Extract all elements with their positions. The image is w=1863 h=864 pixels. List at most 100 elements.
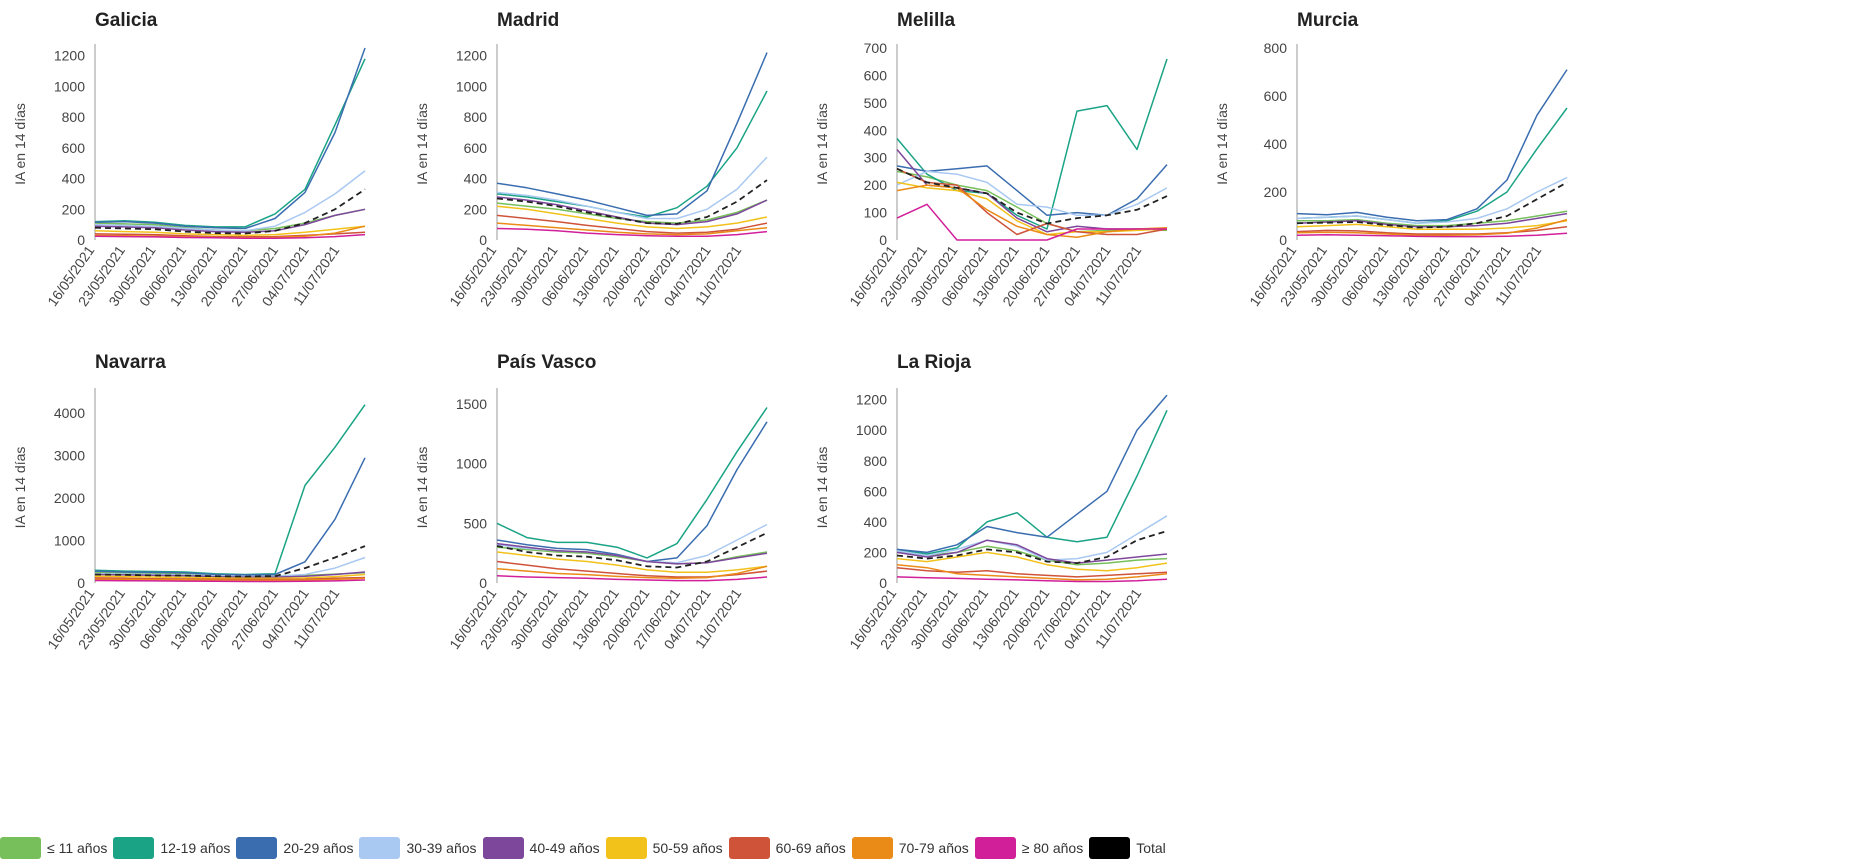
y-tick-label: 0 bbox=[479, 575, 487, 591]
series-line bbox=[496, 565, 768, 579]
legend-label: ≥ 80 años bbox=[1021, 840, 1084, 856]
y-tick-label: 1000 bbox=[456, 78, 487, 94]
series-line bbox=[496, 227, 768, 237]
y-axis-label: IA en 14 días bbox=[814, 447, 830, 529]
y-tick-label: 500 bbox=[864, 95, 888, 111]
y-tick-label: 300 bbox=[864, 150, 888, 166]
legend-item: 20-29 años bbox=[236, 837, 353, 859]
series-line bbox=[94, 404, 366, 576]
legend-swatch bbox=[605, 837, 647, 859]
series-line bbox=[94, 457, 366, 576]
series-line bbox=[94, 208, 366, 234]
chart-panel: Melilla 0 100 200 300 400 500 600 700 IA en 14 dí… bbox=[814, 10, 1168, 309]
y-tick-label: 600 bbox=[464, 140, 488, 156]
legend-label: ≤ 11 años bbox=[47, 840, 108, 856]
legend-swatch bbox=[0, 837, 41, 859]
y-tick-label: 400 bbox=[62, 171, 86, 187]
legend-item: 50-59 años bbox=[605, 837, 723, 859]
series-line bbox=[896, 530, 1168, 564]
legend: ≤ 11 años 12-19 años 20-29 años 30-39 años 4… bbox=[0, 836, 1863, 860]
series-line bbox=[896, 58, 1168, 230]
series-line bbox=[496, 407, 768, 559]
legend-label: 40-49 años bbox=[529, 840, 600, 856]
series-line bbox=[496, 196, 768, 226]
y-tick-label: 1500 bbox=[456, 396, 487, 412]
series-line bbox=[896, 551, 1168, 572]
series-line bbox=[1297, 210, 1568, 227]
y-tick-label: 600 bbox=[864, 67, 888, 83]
y-tick-label: 700 bbox=[864, 40, 888, 56]
y-tick-label: 400 bbox=[864, 514, 888, 530]
series-line bbox=[496, 542, 768, 565]
legend-swatch bbox=[851, 837, 893, 859]
y-tick-label: 400 bbox=[1264, 136, 1288, 152]
y-tick-label: 1200 bbox=[54, 48, 85, 64]
series-line bbox=[896, 170, 1168, 217]
y-tick-label: 4000 bbox=[54, 405, 85, 421]
series-line bbox=[896, 184, 1168, 239]
series-line bbox=[896, 515, 1168, 561]
series-line bbox=[94, 576, 366, 581]
chart-panel: Madrid 0 200 400 600 800 1000 1200 IA en 14 días… bbox=[414, 10, 768, 309]
y-tick-label: 800 bbox=[1264, 40, 1288, 56]
series-line bbox=[896, 167, 1168, 225]
y-tick-label: 100 bbox=[864, 205, 888, 221]
series-line bbox=[496, 156, 768, 220]
legend-item: 60-69 años bbox=[728, 837, 846, 859]
y-tick-label: 400 bbox=[464, 171, 488, 187]
y-tick-label: 200 bbox=[864, 544, 888, 560]
series-line bbox=[896, 149, 1167, 233]
y-axis-label: IA en 14 días bbox=[814, 103, 830, 185]
y-tick-label: 200 bbox=[864, 177, 888, 193]
series-line bbox=[496, 214, 768, 234]
chart-title: Murcia bbox=[1297, 10, 1359, 31]
legend-item: ≥ 80 años bbox=[974, 837, 1084, 859]
series-line bbox=[94, 170, 366, 232]
y-tick-label: 200 bbox=[62, 201, 86, 217]
chart-title: Navarra bbox=[95, 352, 166, 373]
legend-item: 12-19 años bbox=[113, 837, 230, 859]
legend-item: 40-49 años bbox=[482, 837, 600, 859]
y-axis-label: IA en 14 días bbox=[414, 447, 430, 529]
series-line bbox=[896, 576, 1168, 583]
y-axis-label: IA en 14 días bbox=[414, 103, 430, 185]
legend-swatch bbox=[236, 837, 278, 859]
series-line bbox=[496, 421, 768, 563]
series-line bbox=[896, 394, 1168, 554]
legend-swatch bbox=[482, 837, 524, 859]
series-line bbox=[896, 203, 1167, 241]
y-tick-label: 1000 bbox=[54, 533, 85, 549]
series-line bbox=[896, 164, 1168, 217]
series-line bbox=[896, 563, 1168, 581]
series-line bbox=[94, 579, 366, 583]
legend-item: 30-39 años bbox=[359, 837, 477, 859]
y-tick-label: 800 bbox=[864, 453, 888, 469]
series-line bbox=[896, 539, 1168, 564]
y-tick-label: 200 bbox=[1264, 184, 1288, 200]
legend-label: 60-69 años bbox=[775, 840, 846, 856]
series-line bbox=[896, 409, 1168, 555]
series-line bbox=[496, 575, 768, 582]
y-tick-label: 1000 bbox=[456, 456, 487, 472]
series-line bbox=[1296, 232, 1568, 238]
legend-swatch bbox=[974, 837, 1016, 859]
y-tick-label: 0 bbox=[479, 232, 487, 248]
legend-label: 70-79 años bbox=[898, 840, 969, 856]
y-tick-label: 800 bbox=[464, 109, 488, 125]
legend-swatch bbox=[113, 837, 155, 859]
chart-title: Galicia bbox=[95, 10, 158, 31]
chart-title: Madrid bbox=[497, 10, 559, 31]
y-tick-label: 1200 bbox=[856, 392, 887, 408]
series-line bbox=[1296, 226, 1568, 235]
chart-title: Melilla bbox=[897, 10, 956, 31]
series-line bbox=[94, 573, 366, 580]
y-tick-label: 1200 bbox=[456, 48, 487, 64]
legend-label: 30-39 años bbox=[406, 840, 477, 856]
y-axis-label: IA en 14 días bbox=[12, 447, 28, 529]
legend-item: 70-79 años bbox=[851, 837, 969, 859]
y-tick-label: 1000 bbox=[856, 422, 887, 438]
legend-swatch bbox=[728, 837, 770, 859]
